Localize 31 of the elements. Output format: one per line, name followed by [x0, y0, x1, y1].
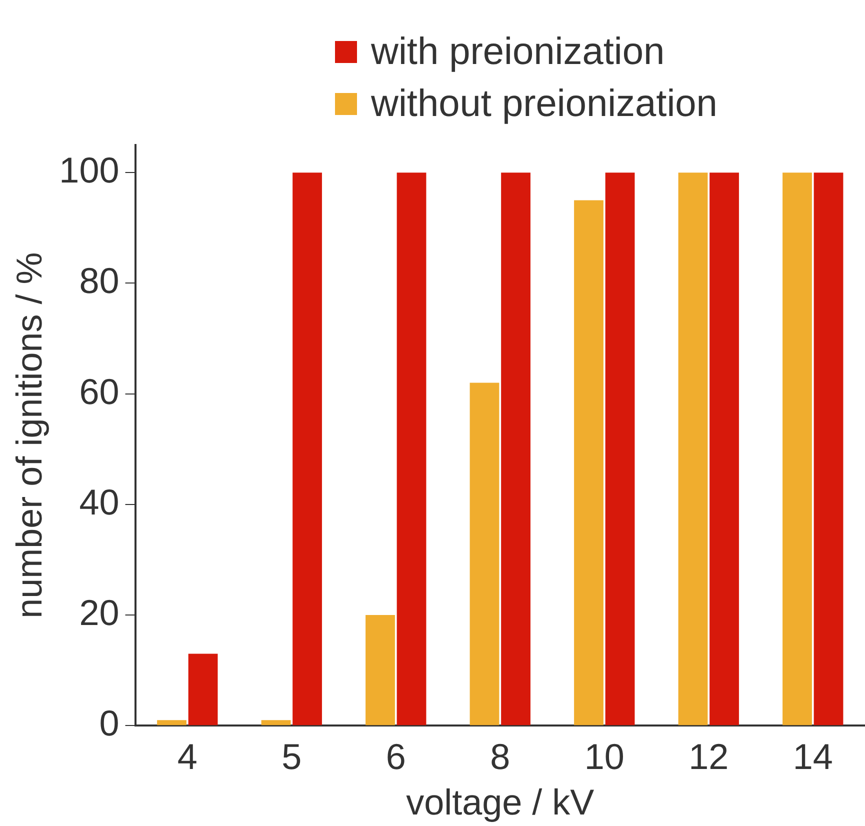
- bar: [366, 615, 395, 726]
- y-tick-label: 80: [79, 260, 120, 302]
- bar: [710, 172, 739, 726]
- x-tick-label: 14: [792, 736, 833, 778]
- y-tick-label: 60: [79, 370, 120, 412]
- x-tick-label: 10: [584, 736, 624, 778]
- bar: [678, 172, 708, 726]
- bar: [605, 172, 635, 726]
- bar: [188, 654, 218, 726]
- x-tick-label: 5: [282, 736, 302, 778]
- x-tick-label: 8: [490, 736, 510, 778]
- y-axis-title: number of ignitions / %: [8, 252, 50, 618]
- legend-label: with preionization: [371, 30, 665, 74]
- x-tick-label: 6: [386, 736, 406, 778]
- y-tick-label: 100: [59, 150, 120, 191]
- bar: [396, 172, 426, 726]
- y-tick-label: 40: [79, 481, 120, 522]
- bar: [814, 172, 844, 726]
- bar: [261, 720, 291, 726]
- bar: [470, 382, 500, 726]
- bar: [501, 172, 530, 726]
- bar: [157, 720, 186, 726]
- legend-label: without preionization: [371, 82, 718, 126]
- x-tick-label: 4: [177, 736, 198, 778]
- y-tick-label: 0: [99, 702, 120, 744]
- x-axis-title: voltage / kV: [406, 781, 594, 822]
- y-tick-label: 20: [79, 592, 120, 633]
- x-tick-label: 12: [688, 736, 729, 778]
- bar: [292, 172, 322, 726]
- bar: [574, 200, 604, 726]
- bar: [782, 172, 812, 726]
